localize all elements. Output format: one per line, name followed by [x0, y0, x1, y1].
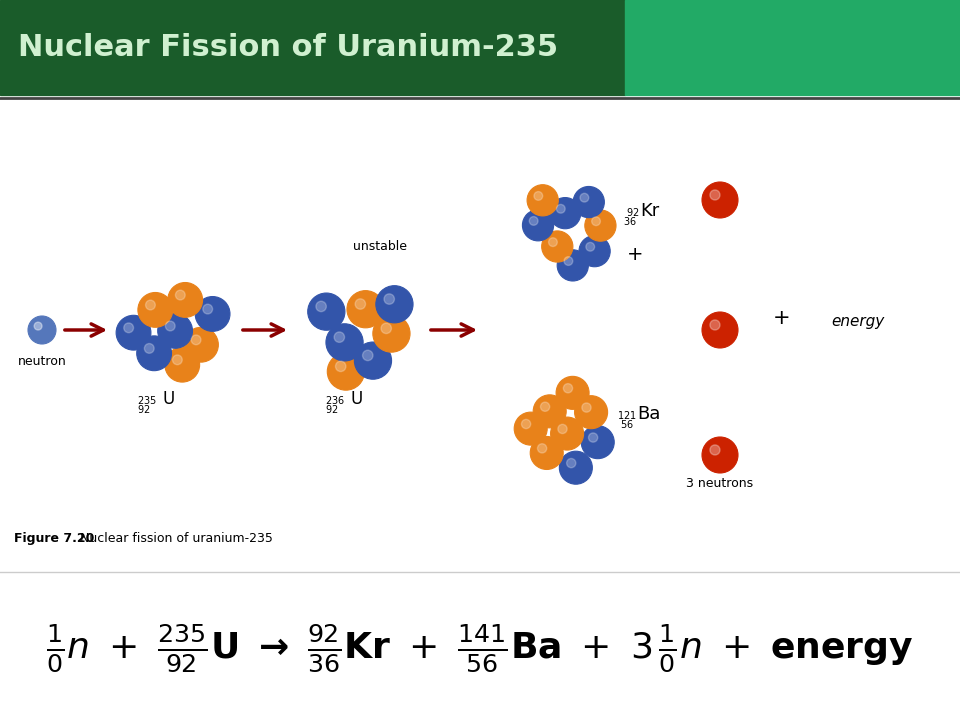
Bar — [0, 572, 960, 720]
Circle shape — [549, 197, 581, 229]
Circle shape — [354, 342, 392, 379]
Circle shape — [35, 322, 42, 330]
Circle shape — [138, 292, 173, 328]
Circle shape — [548, 238, 558, 246]
Circle shape — [136, 336, 172, 371]
Text: $^{235}_{92}$: $^{235}_{92}$ — [137, 395, 157, 417]
Circle shape — [575, 396, 608, 428]
Circle shape — [527, 185, 559, 216]
Text: neutron: neutron — [17, 355, 66, 368]
Circle shape — [28, 316, 56, 344]
Circle shape — [363, 350, 373, 361]
Circle shape — [124, 323, 133, 333]
Circle shape — [191, 335, 201, 345]
Circle shape — [710, 190, 720, 200]
Circle shape — [173, 355, 182, 365]
Text: Figure 7.20: Figure 7.20 — [14, 532, 94, 545]
Circle shape — [168, 282, 203, 318]
Circle shape — [588, 433, 598, 442]
Circle shape — [515, 412, 547, 445]
Circle shape — [335, 361, 346, 372]
Text: U: U — [163, 390, 176, 408]
Circle shape — [316, 301, 326, 312]
Bar — [625, 0, 960, 95]
Text: +: + — [773, 308, 791, 328]
Circle shape — [165, 347, 200, 382]
Text: $\mathregular{\frac{1}{0}}n\ +\ \mathregular{\frac{235}{92}}\mathbf{U}\ \mathbf{: $\mathregular{\frac{1}{0}}n\ +\ \mathreg… — [46, 622, 914, 674]
Text: $^{121}_{\ 56}$: $^{121}_{\ 56}$ — [617, 410, 636, 432]
Text: $^{236}_{92}$: $^{236}_{92}$ — [325, 395, 345, 417]
Text: Nuclear Fission of Uranium-235: Nuclear Fission of Uranium-235 — [18, 33, 558, 62]
Text: 3 neutrons: 3 neutrons — [686, 477, 754, 490]
Circle shape — [573, 186, 605, 217]
Circle shape — [710, 445, 720, 455]
Circle shape — [551, 417, 584, 450]
Circle shape — [582, 403, 591, 412]
Circle shape — [580, 194, 588, 202]
Circle shape — [560, 451, 592, 485]
Circle shape — [327, 353, 365, 390]
Circle shape — [541, 231, 573, 262]
Text: Kr: Kr — [640, 202, 660, 220]
Circle shape — [564, 384, 572, 393]
Circle shape — [702, 437, 738, 473]
Circle shape — [702, 182, 738, 218]
Circle shape — [144, 343, 155, 354]
Text: unstable: unstable — [353, 240, 407, 253]
Circle shape — [556, 377, 589, 410]
Circle shape — [566, 459, 576, 468]
Bar — [0, 0, 625, 95]
Text: Ba: Ba — [637, 405, 660, 423]
Circle shape — [347, 291, 384, 328]
Circle shape — [540, 402, 550, 411]
Circle shape — [534, 192, 542, 200]
Circle shape — [581, 426, 614, 459]
Text: U: U — [351, 390, 363, 408]
Circle shape — [176, 290, 185, 300]
Circle shape — [157, 313, 193, 348]
Circle shape — [586, 243, 594, 251]
Circle shape — [521, 419, 531, 428]
Circle shape — [538, 444, 547, 453]
Text: Nuclear fission of uranium-235: Nuclear fission of uranium-235 — [72, 532, 273, 545]
Circle shape — [195, 297, 230, 331]
Circle shape — [146, 300, 156, 310]
Circle shape — [564, 256, 573, 266]
Circle shape — [557, 204, 565, 213]
Circle shape — [372, 315, 410, 352]
Circle shape — [558, 424, 567, 433]
Circle shape — [557, 250, 588, 281]
Text: +: + — [627, 245, 643, 264]
Circle shape — [533, 395, 566, 428]
Text: energy: energy — [831, 314, 884, 329]
Circle shape — [579, 235, 611, 266]
Circle shape — [384, 294, 395, 305]
Circle shape — [183, 328, 218, 362]
Circle shape — [165, 321, 175, 331]
Circle shape — [326, 324, 363, 361]
Text: $^{\ 92}_{36}$: $^{\ 92}_{36}$ — [623, 207, 639, 229]
Circle shape — [530, 436, 564, 469]
Circle shape — [334, 332, 345, 343]
Circle shape — [522, 210, 554, 241]
Circle shape — [381, 323, 392, 333]
Circle shape — [710, 320, 720, 330]
Circle shape — [116, 315, 151, 350]
Circle shape — [376, 286, 413, 323]
Circle shape — [585, 210, 616, 241]
Circle shape — [203, 304, 212, 314]
Circle shape — [355, 299, 366, 309]
Circle shape — [591, 217, 600, 225]
Circle shape — [308, 293, 345, 330]
Circle shape — [529, 217, 538, 225]
Circle shape — [702, 312, 738, 348]
